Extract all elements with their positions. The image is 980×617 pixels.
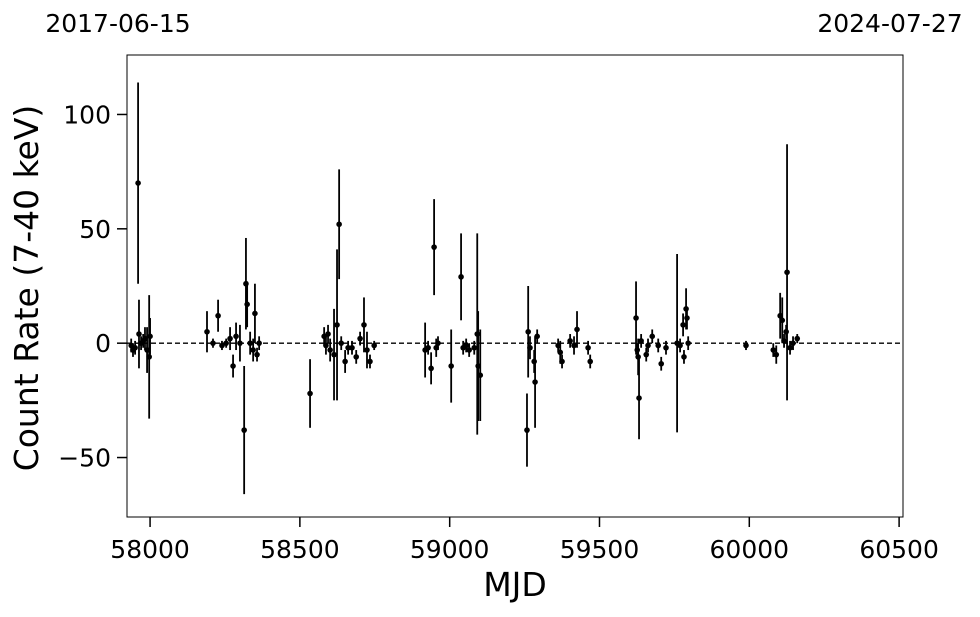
data-point bbox=[367, 358, 373, 365]
data-point bbox=[254, 351, 260, 358]
data-point bbox=[252, 310, 258, 317]
data-point bbox=[250, 347, 256, 353]
data-point bbox=[784, 269, 790, 276]
data-point bbox=[435, 340, 441, 346]
data-point bbox=[779, 317, 786, 324]
data-point bbox=[770, 347, 777, 353]
data-point bbox=[643, 351, 650, 358]
y-tick-label: 50 bbox=[79, 215, 111, 244]
data-point bbox=[135, 180, 141, 186]
data-point bbox=[136, 331, 142, 337]
x-tick-label: 60500 bbox=[859, 535, 939, 564]
data-point bbox=[781, 338, 787, 344]
data-point bbox=[743, 342, 749, 349]
data-point bbox=[574, 326, 580, 333]
data-point bbox=[357, 335, 363, 342]
data-point bbox=[147, 333, 153, 340]
data-point bbox=[463, 342, 469, 349]
data-point bbox=[794, 335, 801, 342]
data-point bbox=[371, 342, 377, 349]
data-point bbox=[327, 347, 333, 353]
data-point bbox=[215, 312, 221, 319]
data-point bbox=[323, 342, 329, 349]
data-point bbox=[677, 342, 683, 349]
data-point bbox=[237, 340, 243, 346]
data-point bbox=[244, 301, 250, 308]
data-point bbox=[684, 315, 690, 321]
data-point bbox=[132, 344, 138, 351]
data-point bbox=[787, 344, 793, 351]
data-point bbox=[636, 395, 642, 401]
data-point bbox=[342, 358, 348, 365]
data-point bbox=[477, 372, 484, 378]
data-point bbox=[247, 340, 253, 346]
top-right-label: 2024-07-27 bbox=[817, 9, 962, 38]
data-point bbox=[448, 363, 454, 369]
data-point bbox=[428, 365, 434, 372]
data-point bbox=[233, 333, 239, 340]
x-axis-label: MJD bbox=[483, 565, 547, 604]
data-point bbox=[532, 379, 538, 385]
data-point bbox=[331, 351, 337, 358]
data-point bbox=[585, 344, 591, 351]
data-point bbox=[534, 333, 540, 340]
data-point bbox=[587, 358, 594, 365]
data-point bbox=[638, 338, 644, 344]
data-point bbox=[571, 342, 577, 349]
data-point bbox=[527, 344, 533, 351]
data-point bbox=[633, 315, 639, 321]
data-point bbox=[431, 244, 437, 250]
data-point bbox=[655, 342, 662, 349]
y-tick-label: 100 bbox=[63, 100, 111, 129]
data-point bbox=[790, 340, 796, 346]
data-point bbox=[349, 344, 355, 351]
data-point bbox=[364, 347, 370, 353]
data-point bbox=[685, 340, 691, 346]
plot-frame bbox=[126, 54, 904, 518]
data-point bbox=[471, 344, 478, 351]
data-point bbox=[230, 363, 236, 369]
top-left-label: 2017-06-15 bbox=[45, 9, 190, 38]
data-point bbox=[649, 333, 656, 340]
data-point bbox=[361, 322, 367, 328]
data-point bbox=[466, 347, 472, 353]
data-point bbox=[241, 427, 247, 433]
data-point bbox=[146, 354, 152, 360]
data-point bbox=[227, 335, 233, 342]
x-tick-label: 59000 bbox=[410, 535, 490, 564]
data-point bbox=[210, 340, 216, 346]
data-point bbox=[336, 221, 342, 228]
y-tick-label: −50 bbox=[58, 444, 111, 473]
data-point bbox=[645, 342, 651, 349]
data-point bbox=[658, 360, 665, 367]
data-point bbox=[204, 328, 210, 335]
data-point bbox=[559, 358, 565, 365]
y-tick-label: 0 bbox=[95, 329, 111, 358]
data-point bbox=[223, 340, 229, 346]
data-point bbox=[334, 322, 340, 328]
x-tick-label: 60000 bbox=[710, 535, 790, 564]
data-point bbox=[458, 274, 464, 280]
x-tick-label: 58000 bbox=[110, 535, 190, 564]
data-point bbox=[219, 342, 225, 349]
data-point bbox=[525, 328, 531, 335]
data-point bbox=[307, 390, 313, 397]
x-tick-label: 59500 bbox=[560, 535, 640, 564]
data-point bbox=[345, 344, 351, 351]
data-point bbox=[681, 354, 687, 360]
data-point bbox=[557, 349, 564, 356]
x-tick-label: 58500 bbox=[260, 535, 340, 564]
data-point bbox=[256, 340, 262, 346]
data-point bbox=[353, 354, 360, 360]
data-point bbox=[773, 351, 780, 358]
data-point bbox=[663, 344, 669, 351]
data-point bbox=[524, 427, 530, 433]
y-axis-label: Count Rate (7-40 keV) bbox=[7, 105, 46, 472]
data-point bbox=[680, 322, 686, 328]
data-point bbox=[567, 338, 573, 344]
data-point bbox=[338, 340, 345, 346]
data-point bbox=[325, 331, 331, 337]
data-point bbox=[425, 344, 431, 351]
